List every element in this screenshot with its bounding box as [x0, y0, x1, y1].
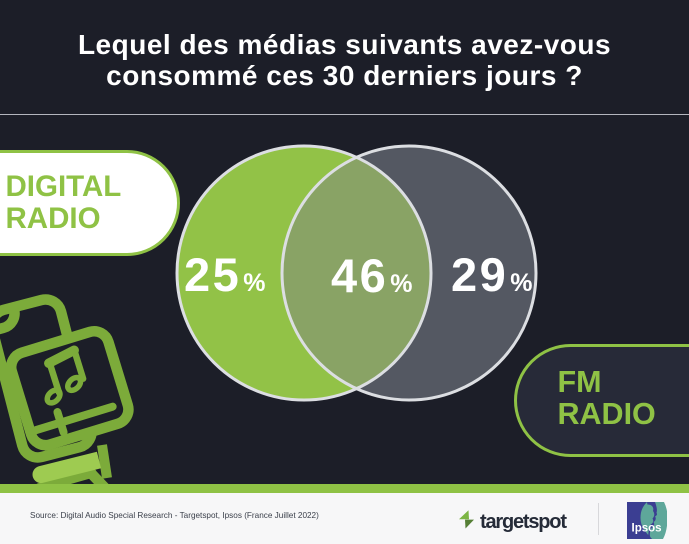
svg-text:Ipsos: Ipsos — [632, 523, 662, 535]
